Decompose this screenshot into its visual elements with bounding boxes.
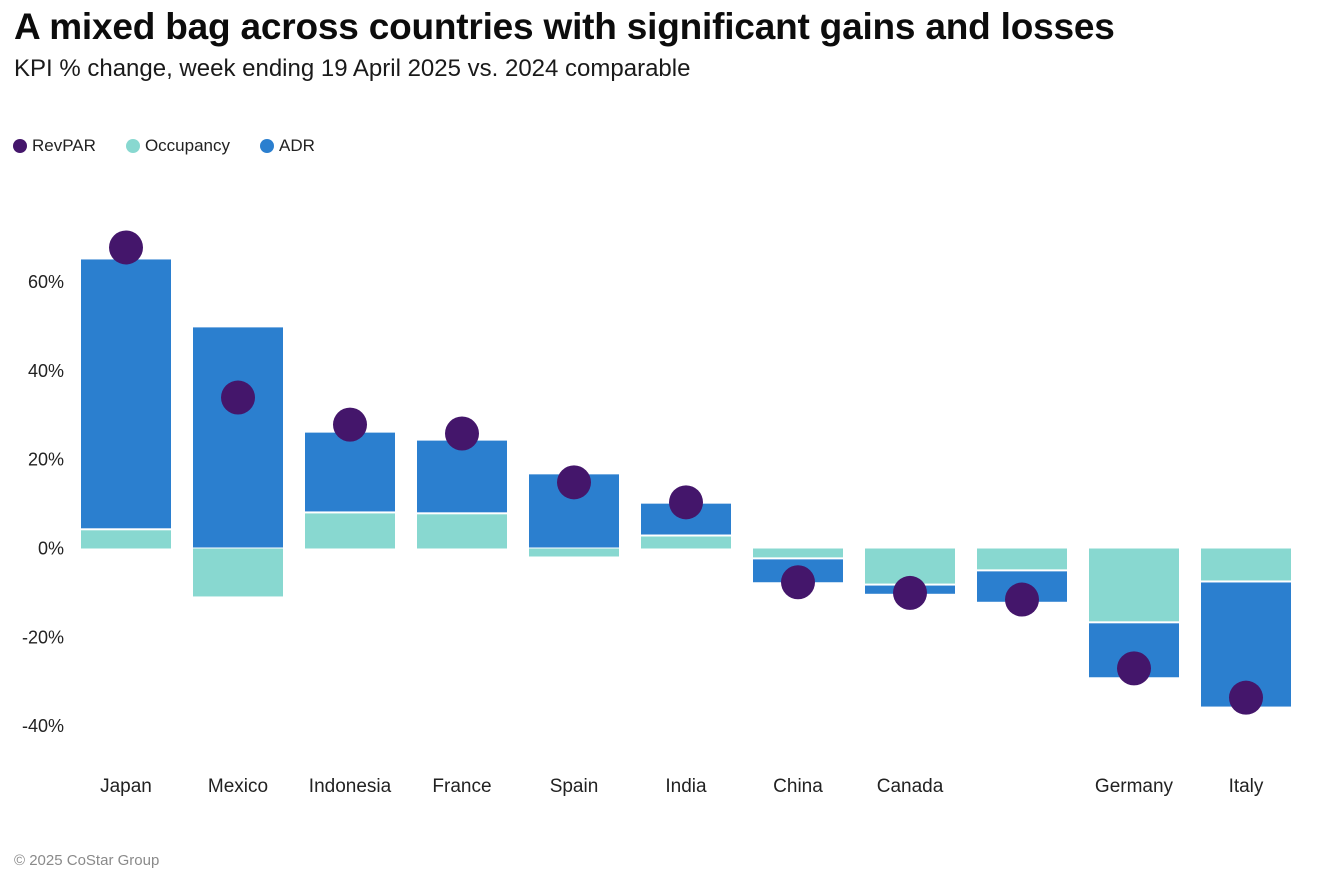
x-tick-label: Germany xyxy=(1095,776,1174,797)
revpar-dot xyxy=(893,575,927,610)
occupancy-bar xyxy=(977,548,1067,570)
occupancy-bar xyxy=(81,530,171,549)
x-tick-label: India xyxy=(665,776,707,797)
x-tick-label: Indonesia xyxy=(309,776,392,797)
y-tick-label: 0% xyxy=(38,539,64,559)
chart-subtitle: KPI % change, week ending 19 April 2025 … xyxy=(14,55,691,82)
revpar-dot xyxy=(221,380,255,415)
legend-label: RevPAR xyxy=(32,136,96,155)
x-axis: Japan Mexico Indonesia France Spain India Chin… xyxy=(100,776,1264,797)
x-tick-label: Italy xyxy=(1229,776,1264,797)
legend-item-revpar: RevPAR xyxy=(13,136,96,156)
y-tick-label: -40% xyxy=(22,716,64,736)
revpar-dot xyxy=(109,230,143,265)
occupancy-bar xyxy=(305,513,395,549)
x-tick-label: Canada xyxy=(877,776,944,797)
y-tick-label: -20% xyxy=(22,627,64,647)
occupancy-swatch-icon xyxy=(125,139,140,153)
revpar-dot xyxy=(1005,582,1039,617)
x-tick-label: Japan xyxy=(100,776,152,797)
adr-bar xyxy=(193,327,283,548)
y-tick-label: 60% xyxy=(28,272,64,292)
revpar-dot xyxy=(333,407,367,442)
revpar-dot xyxy=(781,565,815,600)
revpar-dot xyxy=(1229,680,1263,715)
occupancy-bar xyxy=(193,548,283,597)
y-tick-label: 20% xyxy=(28,450,64,470)
x-tick-label: Spain xyxy=(550,776,599,797)
revpar-dot xyxy=(1117,651,1151,686)
adr-bar xyxy=(81,259,171,529)
bars xyxy=(81,259,1291,707)
occupancy-bar xyxy=(1201,548,1291,581)
x-tick-label: China xyxy=(773,776,823,797)
adr-swatch-icon xyxy=(259,139,274,153)
occupancy-bar xyxy=(641,536,731,549)
revpar-swatch-icon xyxy=(13,139,27,153)
revpar-dot xyxy=(669,485,703,520)
revpar-dot xyxy=(445,416,479,451)
legend-item-occupancy: Occupancy xyxy=(125,136,230,156)
legend-label: Occupancy xyxy=(144,136,230,155)
legend-label: ADR xyxy=(278,136,315,155)
x-tick-label: Mexico xyxy=(208,776,268,797)
y-axis: 60% 40% 20% 0% -20% -40% xyxy=(22,272,64,736)
revpar-dots xyxy=(109,230,1263,715)
occupancy-bar xyxy=(417,514,507,549)
adr-bar xyxy=(305,432,395,512)
y-tick-label: 40% xyxy=(28,361,64,381)
adr-bar xyxy=(417,440,507,513)
legend: RevPAR Occupancy ADR xyxy=(13,136,345,156)
x-tick-label: France xyxy=(432,776,491,797)
copyright-footer: © 2025 CoStar Group xyxy=(14,852,160,869)
chart-title: A mixed bag across countries with signif… xyxy=(14,6,1115,47)
revpar-dot xyxy=(557,465,591,500)
occupancy-bar xyxy=(529,548,619,557)
occupancy-bar xyxy=(1089,548,1179,622)
occupancy-bar xyxy=(753,548,843,558)
legend-item-adr: ADR xyxy=(259,136,315,156)
